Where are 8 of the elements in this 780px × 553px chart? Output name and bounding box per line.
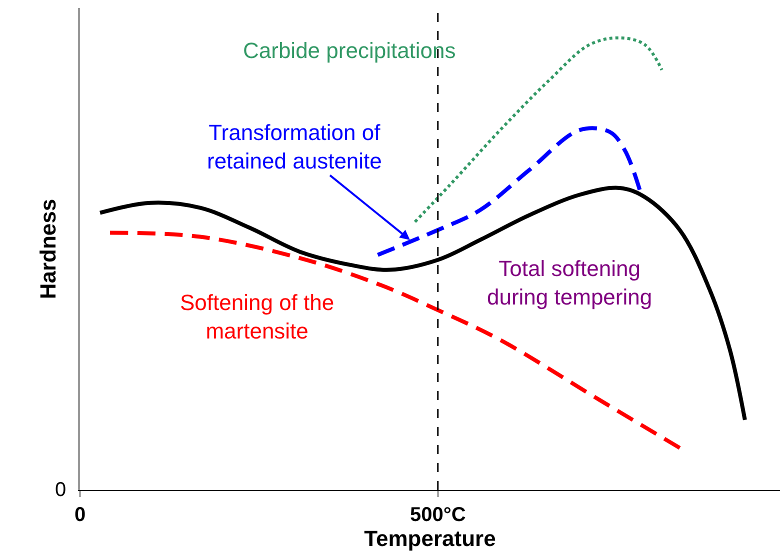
x-tick-label: 500°C	[410, 504, 466, 526]
text: Carbide precipitations	[243, 38, 456, 63]
series-label: Softening of the martensite	[180, 290, 334, 344]
text: Transformation of retained austenite	[207, 120, 382, 174]
series-label: Total softening during tempering	[487, 256, 652, 310]
text: 0	[55, 479, 66, 501]
x-axis-title: Temperature	[364, 526, 496, 551]
y-axis-title: Hardness	[35, 198, 60, 300]
